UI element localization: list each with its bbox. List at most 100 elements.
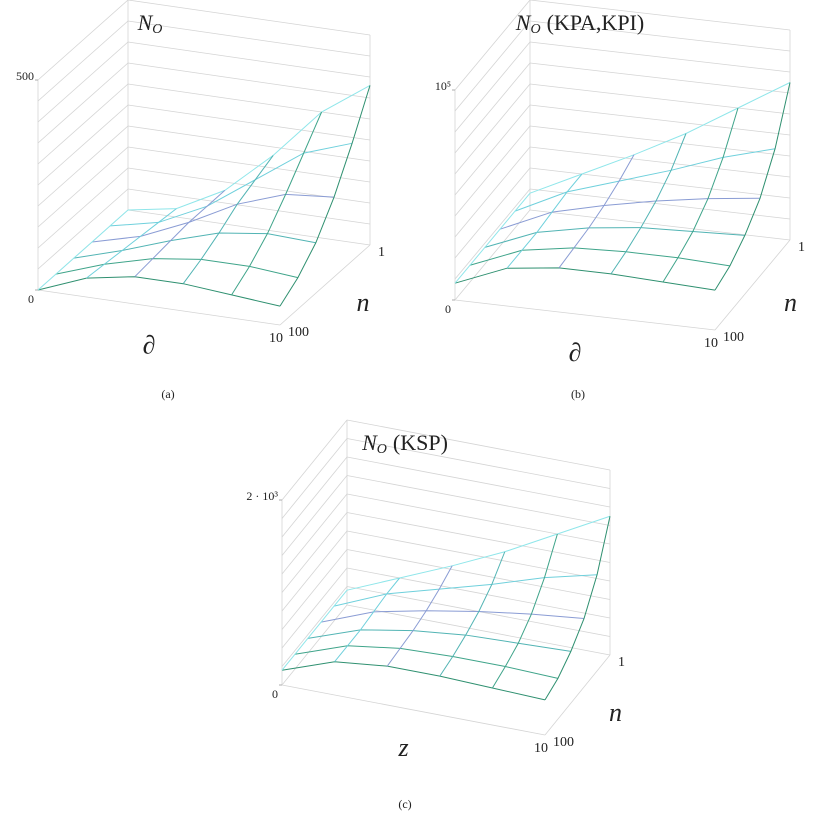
z-tick-label: 0 <box>272 687 278 701</box>
mesh-column <box>558 154 635 269</box>
mesh-row <box>484 227 745 248</box>
wall-line <box>529 167 791 199</box>
mesh-row <box>307 629 571 652</box>
chart-title: NO (KPA,KPI) <box>515 10 644 37</box>
wall-line <box>346 530 611 582</box>
x-tick-label: 10 <box>534 741 548 756</box>
wall-line <box>127 83 371 120</box>
wall-line <box>529 41 791 73</box>
wall-line <box>37 104 129 186</box>
y-axis-label: n <box>784 288 797 317</box>
wall-line <box>281 567 348 649</box>
title-sub: O <box>377 442 387 457</box>
title-main: N <box>361 430 378 455</box>
mesh-row <box>529 82 791 194</box>
title-rest: (KSP) <box>393 430 448 455</box>
mesh-column <box>231 111 323 296</box>
floor-edge <box>544 654 611 736</box>
mesh-column <box>491 533 558 689</box>
wall-line <box>281 438 348 519</box>
wall-line <box>529 209 791 241</box>
panel-caption: (b) <box>571 387 585 401</box>
mesh-column <box>281 589 348 671</box>
wall-line <box>346 419 611 471</box>
mesh-column <box>506 173 583 269</box>
panel-caption: (c) <box>398 797 411 811</box>
mesh-row <box>454 267 716 291</box>
wall-line <box>529 146 791 178</box>
wall-line <box>37 83 129 165</box>
z-tick-label: 2 · 10³ <box>246 489 278 503</box>
wall-line <box>127 125 371 162</box>
wall-line <box>37 188 129 270</box>
wall-line <box>529 104 791 136</box>
mesh-column <box>386 565 453 667</box>
wall-line <box>37 146 129 228</box>
wall-line <box>454 20 531 112</box>
mesh-column <box>714 82 791 291</box>
wall-line <box>346 512 611 563</box>
floor-edge <box>454 299 716 331</box>
wall-line <box>281 604 348 686</box>
mesh-column <box>134 190 226 278</box>
wall-line <box>127 41 371 78</box>
wall-line <box>346 567 611 619</box>
mesh-row <box>499 197 761 230</box>
mesh-column <box>544 516 611 701</box>
wall-line <box>346 549 611 600</box>
wall-line <box>454 104 531 196</box>
mesh-column <box>279 85 371 307</box>
mesh-row <box>91 193 335 243</box>
y-axis-label: n <box>609 698 622 727</box>
wall-line <box>127 0 371 36</box>
wall-line <box>454 0 531 91</box>
wall-line <box>281 419 348 501</box>
x-axis-label: ∂ <box>569 338 582 367</box>
wall-line <box>529 62 791 94</box>
wall-line <box>454 167 531 259</box>
mesh-row <box>514 148 776 212</box>
wall-line <box>127 209 371 246</box>
mesh-column <box>182 155 274 284</box>
title-main: N <box>137 10 154 35</box>
mesh-row <box>55 258 299 279</box>
mesh-column <box>37 209 129 291</box>
z-tick-label: 10⁵ <box>435 79 451 93</box>
wall-line <box>281 475 348 556</box>
mesh-row <box>346 515 611 591</box>
mesh-row <box>37 276 281 307</box>
mesh-row <box>333 574 598 607</box>
title-sub: O <box>152 22 162 37</box>
wall-line <box>346 456 611 508</box>
mesh-row <box>294 645 559 679</box>
wall-line <box>127 188 371 225</box>
wall-line <box>454 83 531 175</box>
mesh-column <box>610 133 687 275</box>
wall-line <box>346 493 611 545</box>
title-sub: O <box>530 22 540 37</box>
floor-edge <box>37 289 281 326</box>
wall-line <box>529 125 791 157</box>
x-tick-label: 10 <box>269 331 283 346</box>
mesh-column <box>334 577 400 663</box>
wall-line <box>529 0 791 31</box>
wall-line <box>454 41 531 133</box>
wall-line <box>37 62 129 144</box>
wall-line <box>281 456 348 538</box>
wall-line <box>529 20 791 52</box>
chart-title: NO (KSP) <box>361 430 448 457</box>
mesh-column <box>439 551 506 677</box>
x-tick-label: 10 <box>704 336 718 351</box>
panel-caption: (a) <box>161 387 174 401</box>
mesh-row <box>320 610 585 623</box>
z-tick-label: 500 <box>16 69 34 83</box>
wall-line <box>454 146 531 238</box>
wall-line <box>529 188 791 220</box>
wall-line <box>281 512 348 593</box>
mesh-column <box>86 208 177 279</box>
mesh-row <box>73 232 316 259</box>
z-tick-label: 0 <box>28 292 34 306</box>
wall-line <box>127 104 371 141</box>
wall-line <box>37 125 129 207</box>
